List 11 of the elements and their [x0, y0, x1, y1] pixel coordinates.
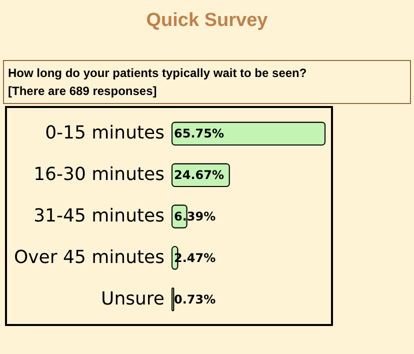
- data-label: 0.73%: [174, 292, 216, 306]
- data-label: 65.75%: [174, 126, 224, 141]
- chart-subtitle: How long do your patients typically wait to be seen?: [8, 65, 308, 82]
- y-tick-label: Unsure: [101, 288, 164, 310]
- data-label: 24.67%: [174, 168, 224, 182]
- y-tick-label: Over 45 minutes: [14, 246, 164, 268]
- text: [There are 689 responses]: [8, 83, 158, 100]
- y-tick-label: 16-30 minutes: [34, 164, 164, 186]
- y-tick-label: 0-15 minutes: [45, 122, 164, 144]
- chart-title: Quick Survey: [145, 10, 269, 33]
- y-tick-label: 31-45 minutes: [34, 206, 164, 226]
